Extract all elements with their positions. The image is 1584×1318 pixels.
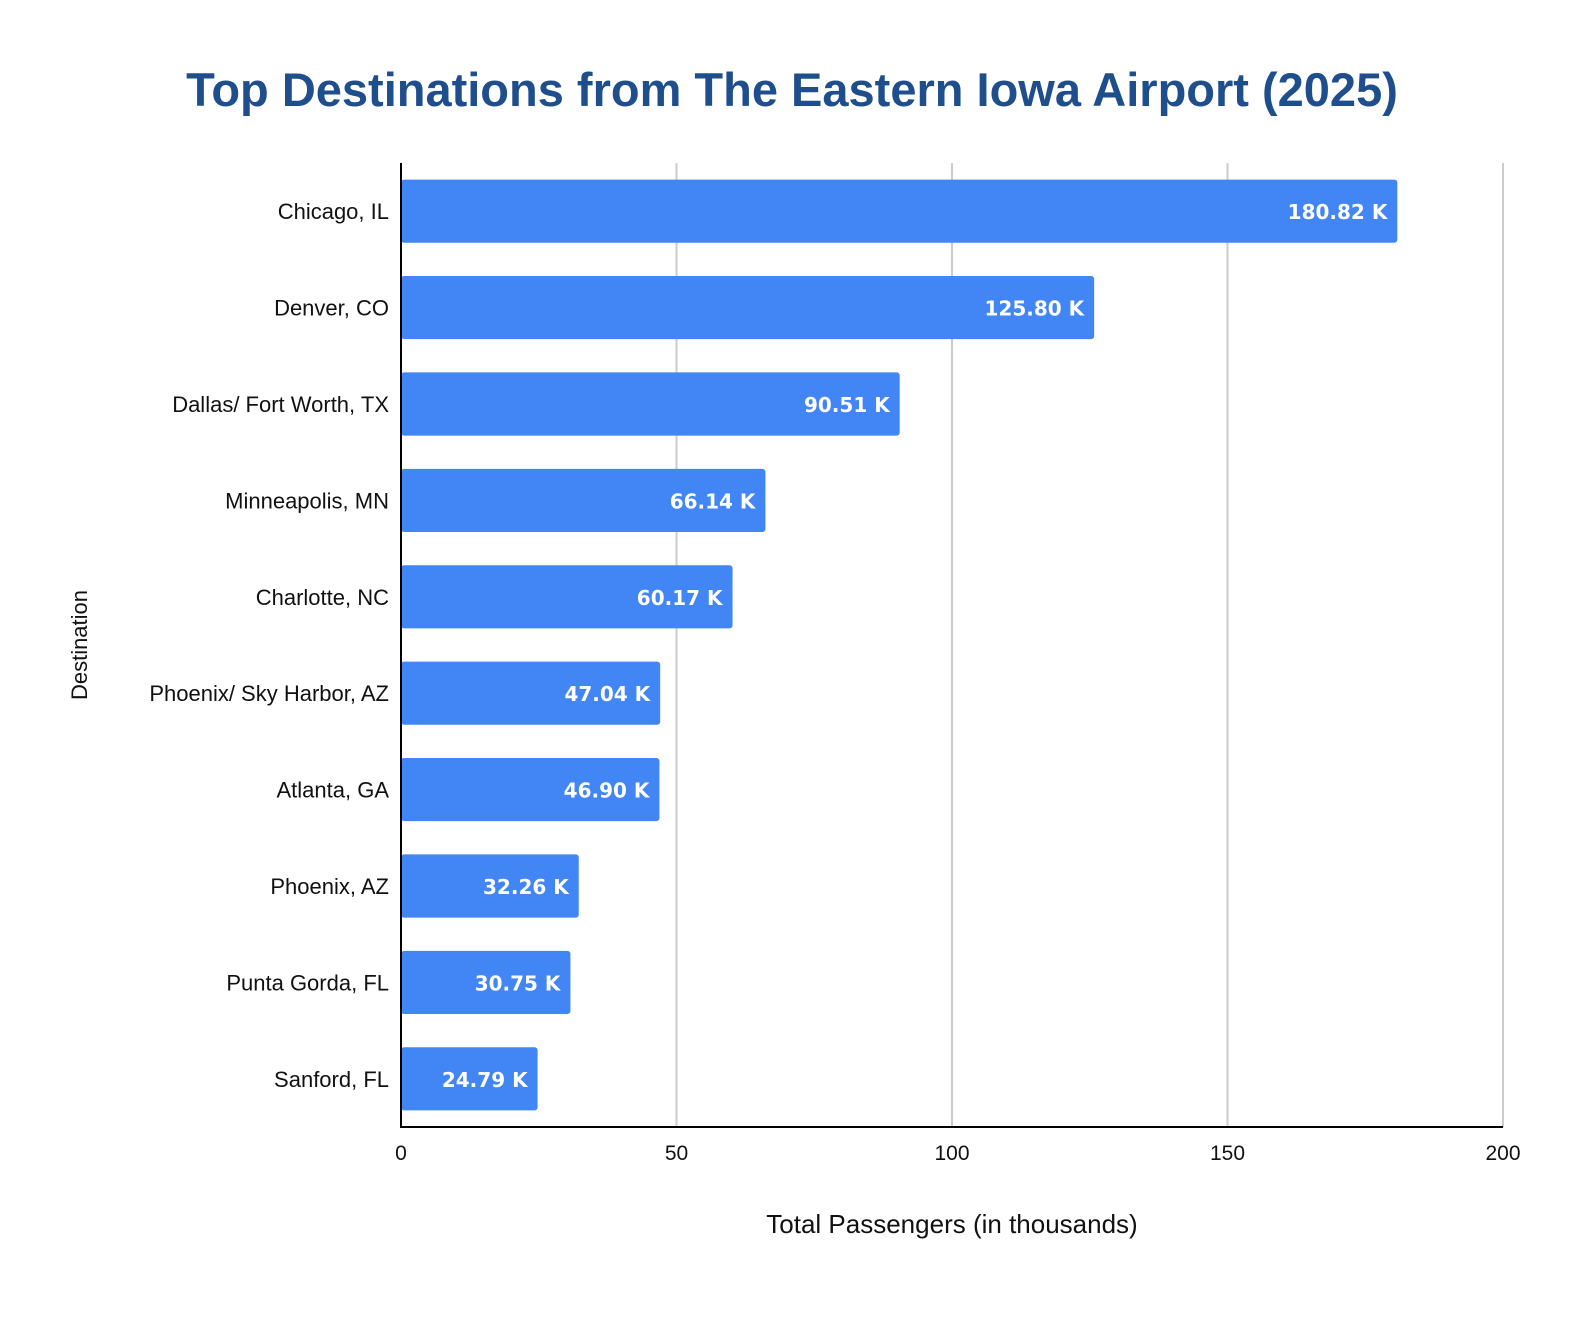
category-label: Sanford, FL — [274, 1067, 389, 1092]
x-tick-label: 150 — [1210, 1142, 1245, 1165]
category-label: Charlotte, NC — [256, 585, 389, 610]
bar — [401, 1047, 538, 1111]
x-tick-label: 50 — [665, 1142, 688, 1165]
bar — [401, 565, 733, 629]
category-label: Denver, CO — [274, 296, 389, 321]
bar — [401, 372, 900, 436]
category-label: Dallas/ Fort Worth, TX — [172, 392, 389, 417]
category-label: Punta Gorda, FL — [226, 970, 389, 995]
bar-value-label: 30.75 K — [475, 971, 562, 995]
x-tick-label: 0 — [395, 1142, 407, 1165]
bar-value-label: 47.04 K — [564, 682, 651, 706]
x-tick-labels: 0 50 100 150 200 — [395, 1142, 1520, 1165]
x-tick-label: 100 — [934, 1142, 969, 1165]
y-axis-title: Destination — [67, 590, 92, 700]
bar-value-label: 180.82 K — [1288, 200, 1389, 224]
bar — [401, 950, 571, 1014]
bar-value-label: 60.17 K — [637, 586, 724, 610]
bar — [401, 854, 579, 918]
bar-value-label: 46.90 K — [564, 779, 651, 803]
bar-value-label: 32.26 K — [483, 875, 570, 899]
bar-value-label: 24.79 K — [442, 1068, 529, 1092]
bar-value-label: 125.80 K — [985, 297, 1086, 321]
bar — [401, 179, 1398, 243]
bar-value-label: 90.51 K — [804, 393, 891, 417]
category-label: Minneapolis, MN — [225, 488, 389, 513]
category-label: Atlanta, GA — [276, 778, 389, 803]
bar-value-label: 66.14 K — [670, 489, 757, 513]
value-labels: 180.82 K 125.80 K 90.51 K 66.14 K 60.17 K 47.… — [442, 200, 1389, 1092]
chart-title: Top Destinations from The Eastern Iowa A… — [186, 63, 1398, 116]
bar — [401, 276, 1095, 340]
category-label: Phoenix/ Sky Harbor, AZ — [149, 681, 389, 706]
category-labels: Chicago, IL Denver, CO Dallas/ Fort Worth,… — [149, 199, 389, 1092]
category-label: Phoenix, AZ — [270, 874, 389, 899]
bar — [401, 758, 660, 822]
bars — [401, 179, 1398, 1111]
x-tick-label: 200 — [1485, 1142, 1520, 1165]
bar — [401, 661, 661, 725]
category-label: Chicago, IL — [278, 199, 389, 224]
x-axis-title: Total Passengers (in thousands) — [766, 1209, 1137, 1239]
bar — [401, 468, 766, 532]
